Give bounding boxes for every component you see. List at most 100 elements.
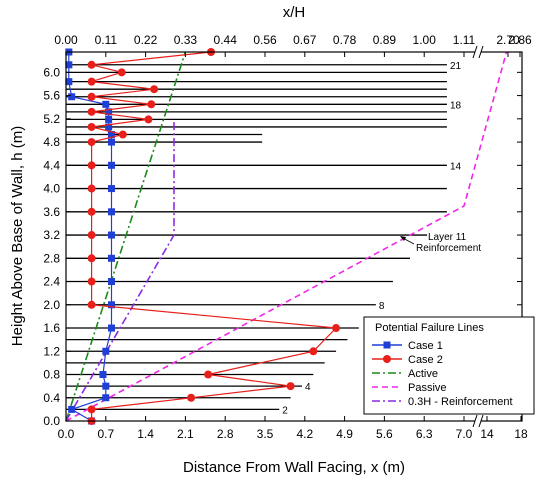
layer-label: 8 (379, 301, 385, 312)
x-tick-label: 2.8 (217, 427, 234, 441)
series-case-1-point (65, 78, 73, 86)
x-tick-label: 18 (514, 427, 528, 441)
legend-title: Potential Failure Lines (375, 322, 484, 334)
x-tick-label: 2.1 (177, 427, 194, 441)
series-case-1-point (65, 61, 73, 69)
legend-label-0-3h-reinforcement: 0.3H - Reinforcement (408, 396, 513, 408)
series-0-3h-reinforcement-line (65, 118, 175, 422)
series-case-1-point (102, 382, 110, 390)
series-case-1-point (102, 100, 110, 108)
y-tick-label: 6.0 (43, 65, 60, 79)
y-axis-ticks: 0.0 0.4 0.8 1.2 1.6 2.0 2.4 2.8 3.2 3.6 4.0 4.4 4.8 5… (43, 65, 522, 428)
series-case-2-point (87, 122, 96, 131)
x-axis-ticks: 0.0 0.7 1.4 2.1 2.8 3.5 4.2 4.9 5.6 6.3 7.0 14 18 (58, 416, 528, 441)
layer-label: 21 (450, 61, 462, 72)
y-tick-label: 3.6 (43, 205, 60, 219)
series-case-2-point (87, 92, 96, 101)
x-axis-title: Distance From Wall Facing, x (m) (183, 459, 405, 476)
series-case-2-point (87, 184, 96, 193)
series-case-2-point (117, 68, 126, 77)
series-case-1-point (107, 185, 115, 193)
series-case-1-point (107, 208, 115, 216)
y-tick-label: 0.4 (43, 391, 60, 405)
series-case-2-point (87, 161, 96, 170)
series-case-2-point (87, 300, 96, 309)
y-tick-label: 0.0 (43, 414, 60, 428)
annotation: Layer 11 Reinforcement (400, 232, 481, 254)
legend-label-case-1: Case 1 (408, 340, 443, 352)
layer-labels: 2 4 8 14 18 21 (282, 61, 461, 417)
x2-axis-title: x/H (283, 4, 306, 21)
y-tick-label: 1.2 (43, 344, 60, 358)
series-case-2-line (90, 51, 338, 421)
series-case-1-point (107, 254, 115, 262)
y-tick-label: 2.4 (43, 275, 60, 289)
x2-tick-label: 0.67 (293, 33, 317, 47)
series-case-2-point (332, 324, 341, 333)
x2-tick-label: 0.44 (214, 33, 238, 47)
axis-break-mark (478, 414, 484, 428)
annotation-line2: Reinforcement (416, 243, 481, 254)
series-case-1-point (107, 138, 115, 146)
series-case-2-point (144, 115, 153, 124)
series-case-2-point (150, 85, 159, 94)
series-case-2-point (87, 77, 96, 86)
layer-label: 14 (450, 161, 462, 172)
layer-label: 4 (305, 382, 311, 393)
series-case-2-point (87, 254, 96, 263)
x-tick-label: 14 (480, 427, 494, 441)
x2-tick-label: 0.89 (373, 33, 397, 47)
series-case-2-point (87, 231, 96, 240)
legend-marker-case-1 (383, 341, 391, 349)
y-axis-title: Height Above Base of Wall, h (m) (9, 126, 26, 346)
x-tick-label: 4.2 (296, 427, 313, 441)
series-active-line (65, 51, 187, 422)
legend-box (363, 316, 535, 415)
axes (65, 51, 523, 422)
series-case-2-point (309, 347, 318, 356)
y-tick-label: 4.4 (43, 158, 60, 172)
annotation-line1: Layer 11 (428, 232, 467, 243)
series-case-1-point (107, 278, 115, 286)
y-tick-label: 4.0 (43, 182, 60, 196)
x2-tick-label: 1.00 (413, 33, 437, 47)
x-tick-label: 7.0 (456, 427, 473, 441)
series-case-2-point (87, 107, 96, 116)
series-case-2-point (147, 100, 156, 109)
y-tick-label: 4.8 (43, 135, 60, 149)
series-case-1-point (102, 347, 110, 355)
x2-tick-label: 1.11 (453, 33, 476, 47)
x-tick-label: 0.7 (97, 427, 114, 441)
x-tick-label: 0.0 (58, 427, 75, 441)
series-case-2-point (87, 405, 96, 414)
x2-axis-ticks: 0.00 0.11 0.22 0.33 0.44 0.56 0.67 0.78 0.89 1.00… (54, 33, 532, 57)
legend-items: Case 1 Case 2 Active Passive 0.3H - Reinforc… (372, 340, 513, 408)
y-tick-label: 2.0 (43, 298, 60, 312)
legend-marker-case-2 (383, 355, 391, 363)
series-case-2-point (118, 130, 127, 139)
y-tick-label: 5.6 (43, 89, 60, 103)
series-case-1-point (102, 394, 110, 402)
legend-label-passive: Passive (408, 382, 447, 394)
series-case-1-point (107, 324, 115, 332)
axis-breaks (472, 45, 484, 428)
x-tick-label: 1.4 (137, 427, 154, 441)
series-case-1-point (107, 231, 115, 239)
series-case-1-point (105, 108, 113, 116)
y-tick-label: 0.8 (43, 368, 60, 382)
series-case-1-point (99, 371, 107, 379)
x-tick-label: 6.3 (416, 427, 433, 441)
series-case-1-point (68, 405, 76, 413)
x2-tick-label: 0.33 (174, 33, 198, 47)
y-tick-label: 3.2 (43, 228, 60, 242)
x2-tick-label: 2.86 (508, 33, 532, 47)
y-tick-label: 2.8 (43, 251, 60, 265)
axis-break-mark (478, 45, 484, 59)
legend-label-case-2: Case 2 (408, 354, 443, 366)
series-case-2-point (187, 393, 196, 402)
series-case-2-point (87, 207, 96, 216)
series-case-2-point (286, 382, 295, 391)
legend-label-active: Active (408, 368, 438, 380)
x-tick-label: 5.6 (376, 427, 393, 441)
